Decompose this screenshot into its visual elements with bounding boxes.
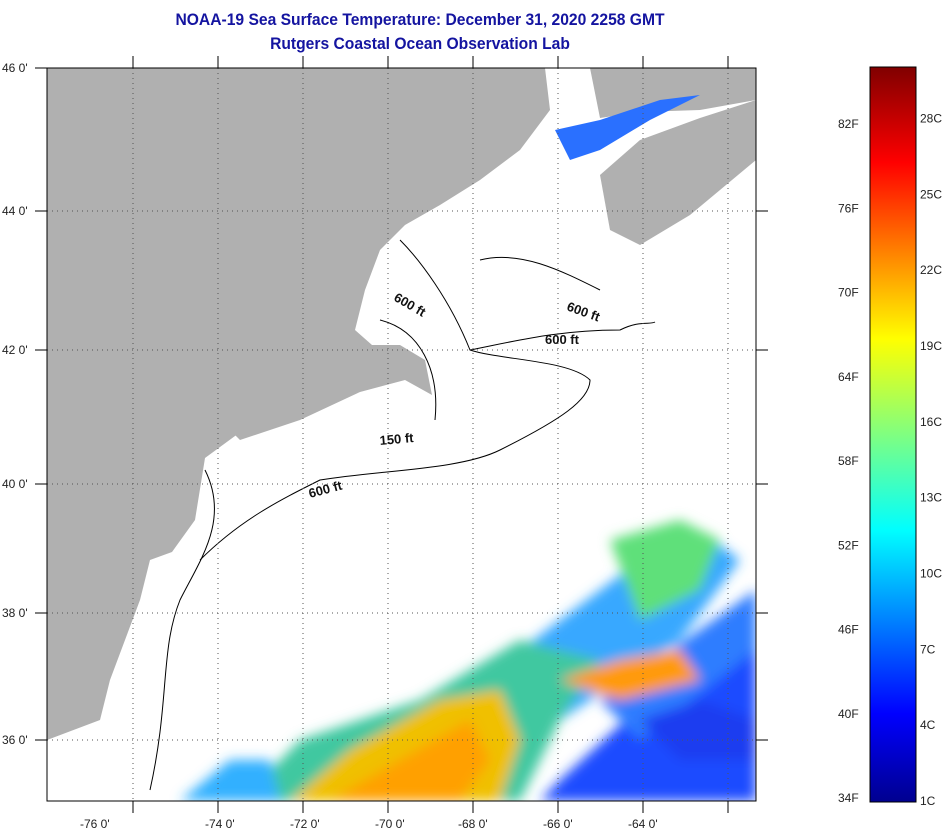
bay-of-fundy-sst (555, 95, 700, 160)
colorbar-c-label: 4C (920, 718, 936, 732)
colorbar-fahrenheit-labels: 82F 76F 70F 64F 58F 52F 46F 40F 34F (838, 117, 859, 805)
lon-label: -70 0' (375, 817, 405, 831)
colorbar-f-label: 82F (838, 117, 859, 131)
colorbar-f-label: 76F (838, 201, 859, 215)
colorbar-c-label: 19C (920, 339, 942, 353)
lon-label: -66 0' (543, 817, 573, 831)
colorbar-f-label: 58F (838, 454, 859, 468)
colorbar-c-label: 25C (920, 187, 942, 201)
colorbar-c-label: 10C (920, 567, 942, 581)
colorbar-c-label: 13C (920, 491, 942, 505)
colorbar (869, 66, 917, 803)
colorbar-f-label: 40F (838, 707, 859, 721)
lat-label: 38 0' (2, 606, 28, 620)
colorbar-f-label: 64F (838, 370, 859, 384)
colorbar-c-label: 1C (920, 794, 936, 808)
colorbar-c-label: 7C (920, 642, 936, 656)
lon-label: -64 0' (628, 817, 658, 831)
map-frame (46, 67, 757, 802)
colorbar-f-label: 46F (838, 623, 859, 637)
land-nova-scotia (600, 100, 756, 245)
colorbar-c-label: 28C (920, 112, 942, 126)
axis-ticks (35, 56, 768, 813)
lat-label: 36 0' (2, 733, 28, 747)
long-island (230, 392, 360, 440)
lon-label: -76 0' (80, 817, 110, 831)
graticule (47, 68, 756, 801)
contour-label: 150 ft (379, 430, 415, 448)
contour-label: 600 ft (545, 332, 580, 347)
lon-label: -68 0' (458, 817, 488, 831)
lon-label: -72 0' (290, 817, 320, 831)
lat-label: 46 0' (2, 61, 28, 75)
land-mainland (47, 68, 550, 740)
sst-field (180, 520, 756, 801)
colorbar-f-label: 52F (838, 538, 859, 552)
colorbar-f-label: 34F (838, 791, 859, 805)
lat-label: 44 0' (2, 204, 28, 218)
lon-label: -74 0' (205, 817, 235, 831)
colorbar-celsius-labels: 28C 25C 22C 19C 16C 13C 10C 7C 4C 1C (920, 112, 942, 808)
colorbar-f-label: 70F (838, 286, 859, 300)
land-canada (590, 68, 756, 118)
lat-label: 40 0' (2, 477, 28, 491)
lat-label: 42 0' (2, 343, 28, 357)
page-title: NOAA-19 Sea Surface Temperature: Decembe… (175, 10, 665, 29)
colorbar-c-label: 16C (920, 415, 942, 429)
colorbar-c-label: 22C (920, 263, 942, 277)
page-subtitle: Rutgers Coastal Ocean Observation Lab (270, 34, 570, 53)
